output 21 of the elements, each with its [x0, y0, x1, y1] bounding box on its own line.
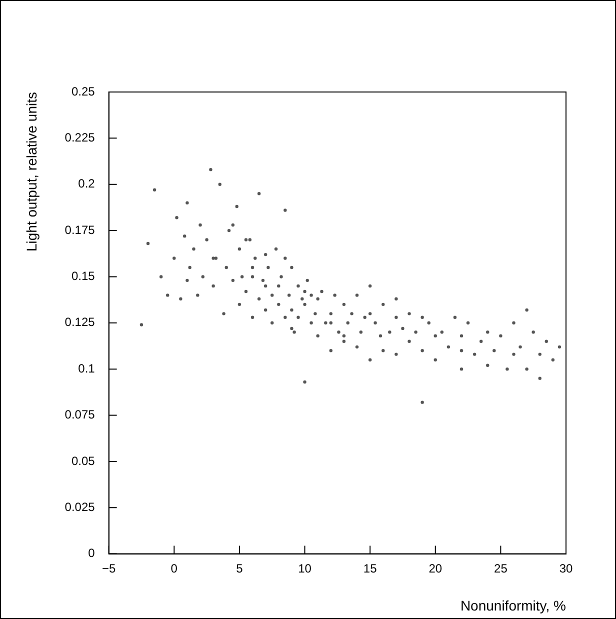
x-tick-label: 25 [494, 561, 508, 576]
x-tick-label: −5 [102, 561, 116, 576]
x-tick-label: 0 [170, 561, 178, 576]
y-tick-label: 0.125 [64, 315, 96, 330]
x-tick-label: 15 [363, 561, 378, 576]
y-tick-label: 0.2 [78, 176, 96, 191]
x-tick-label: 20 [428, 561, 442, 576]
x-tick-label: 30 [559, 561, 573, 576]
y-tick-label: 0.075 [64, 408, 96, 422]
y-tick-label: 0.025 [64, 500, 96, 514]
y-axis-title: Light output, relative units [23, 92, 40, 252]
y-tick-label: 0.225 [64, 130, 96, 144]
y-tick-label: 0.05 [71, 454, 96, 468]
y-tick-label: 0.175 [64, 222, 96, 237]
y-tick-label: 0.1 [78, 361, 96, 376]
y-tick-label: 0 [88, 546, 96, 560]
x-tick-label: 10 [298, 561, 312, 576]
y-tick-label: 0.15 [71, 269, 96, 284]
y-tick-label: 0.25 [71, 84, 96, 98]
x-axis-title: Nonuniformity, % [460, 597, 566, 614]
x-tick-label: 5 [236, 561, 244, 576]
